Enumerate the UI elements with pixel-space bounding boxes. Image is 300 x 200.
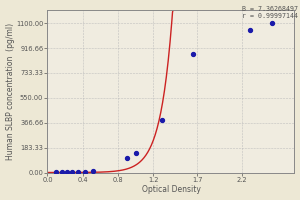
Point bbox=[76, 170, 81, 173]
Point bbox=[190, 53, 195, 56]
Y-axis label: Human SLBP concentration  (pg/ml): Human SLBP concentration (pg/ml) bbox=[6, 22, 15, 160]
Point bbox=[124, 157, 129, 160]
Point bbox=[248, 28, 253, 32]
Point bbox=[160, 118, 164, 121]
Point bbox=[82, 170, 87, 173]
Point bbox=[70, 171, 75, 174]
Point bbox=[54, 171, 59, 174]
Text: B = 7.36268497
r = 0.99997144: B = 7.36268497 r = 0.99997144 bbox=[242, 6, 298, 19]
Point bbox=[133, 152, 138, 155]
X-axis label: Optical Density: Optical Density bbox=[142, 185, 200, 194]
Point bbox=[64, 171, 69, 174]
Point bbox=[91, 169, 96, 172]
Point bbox=[270, 22, 275, 25]
Point bbox=[60, 171, 65, 174]
